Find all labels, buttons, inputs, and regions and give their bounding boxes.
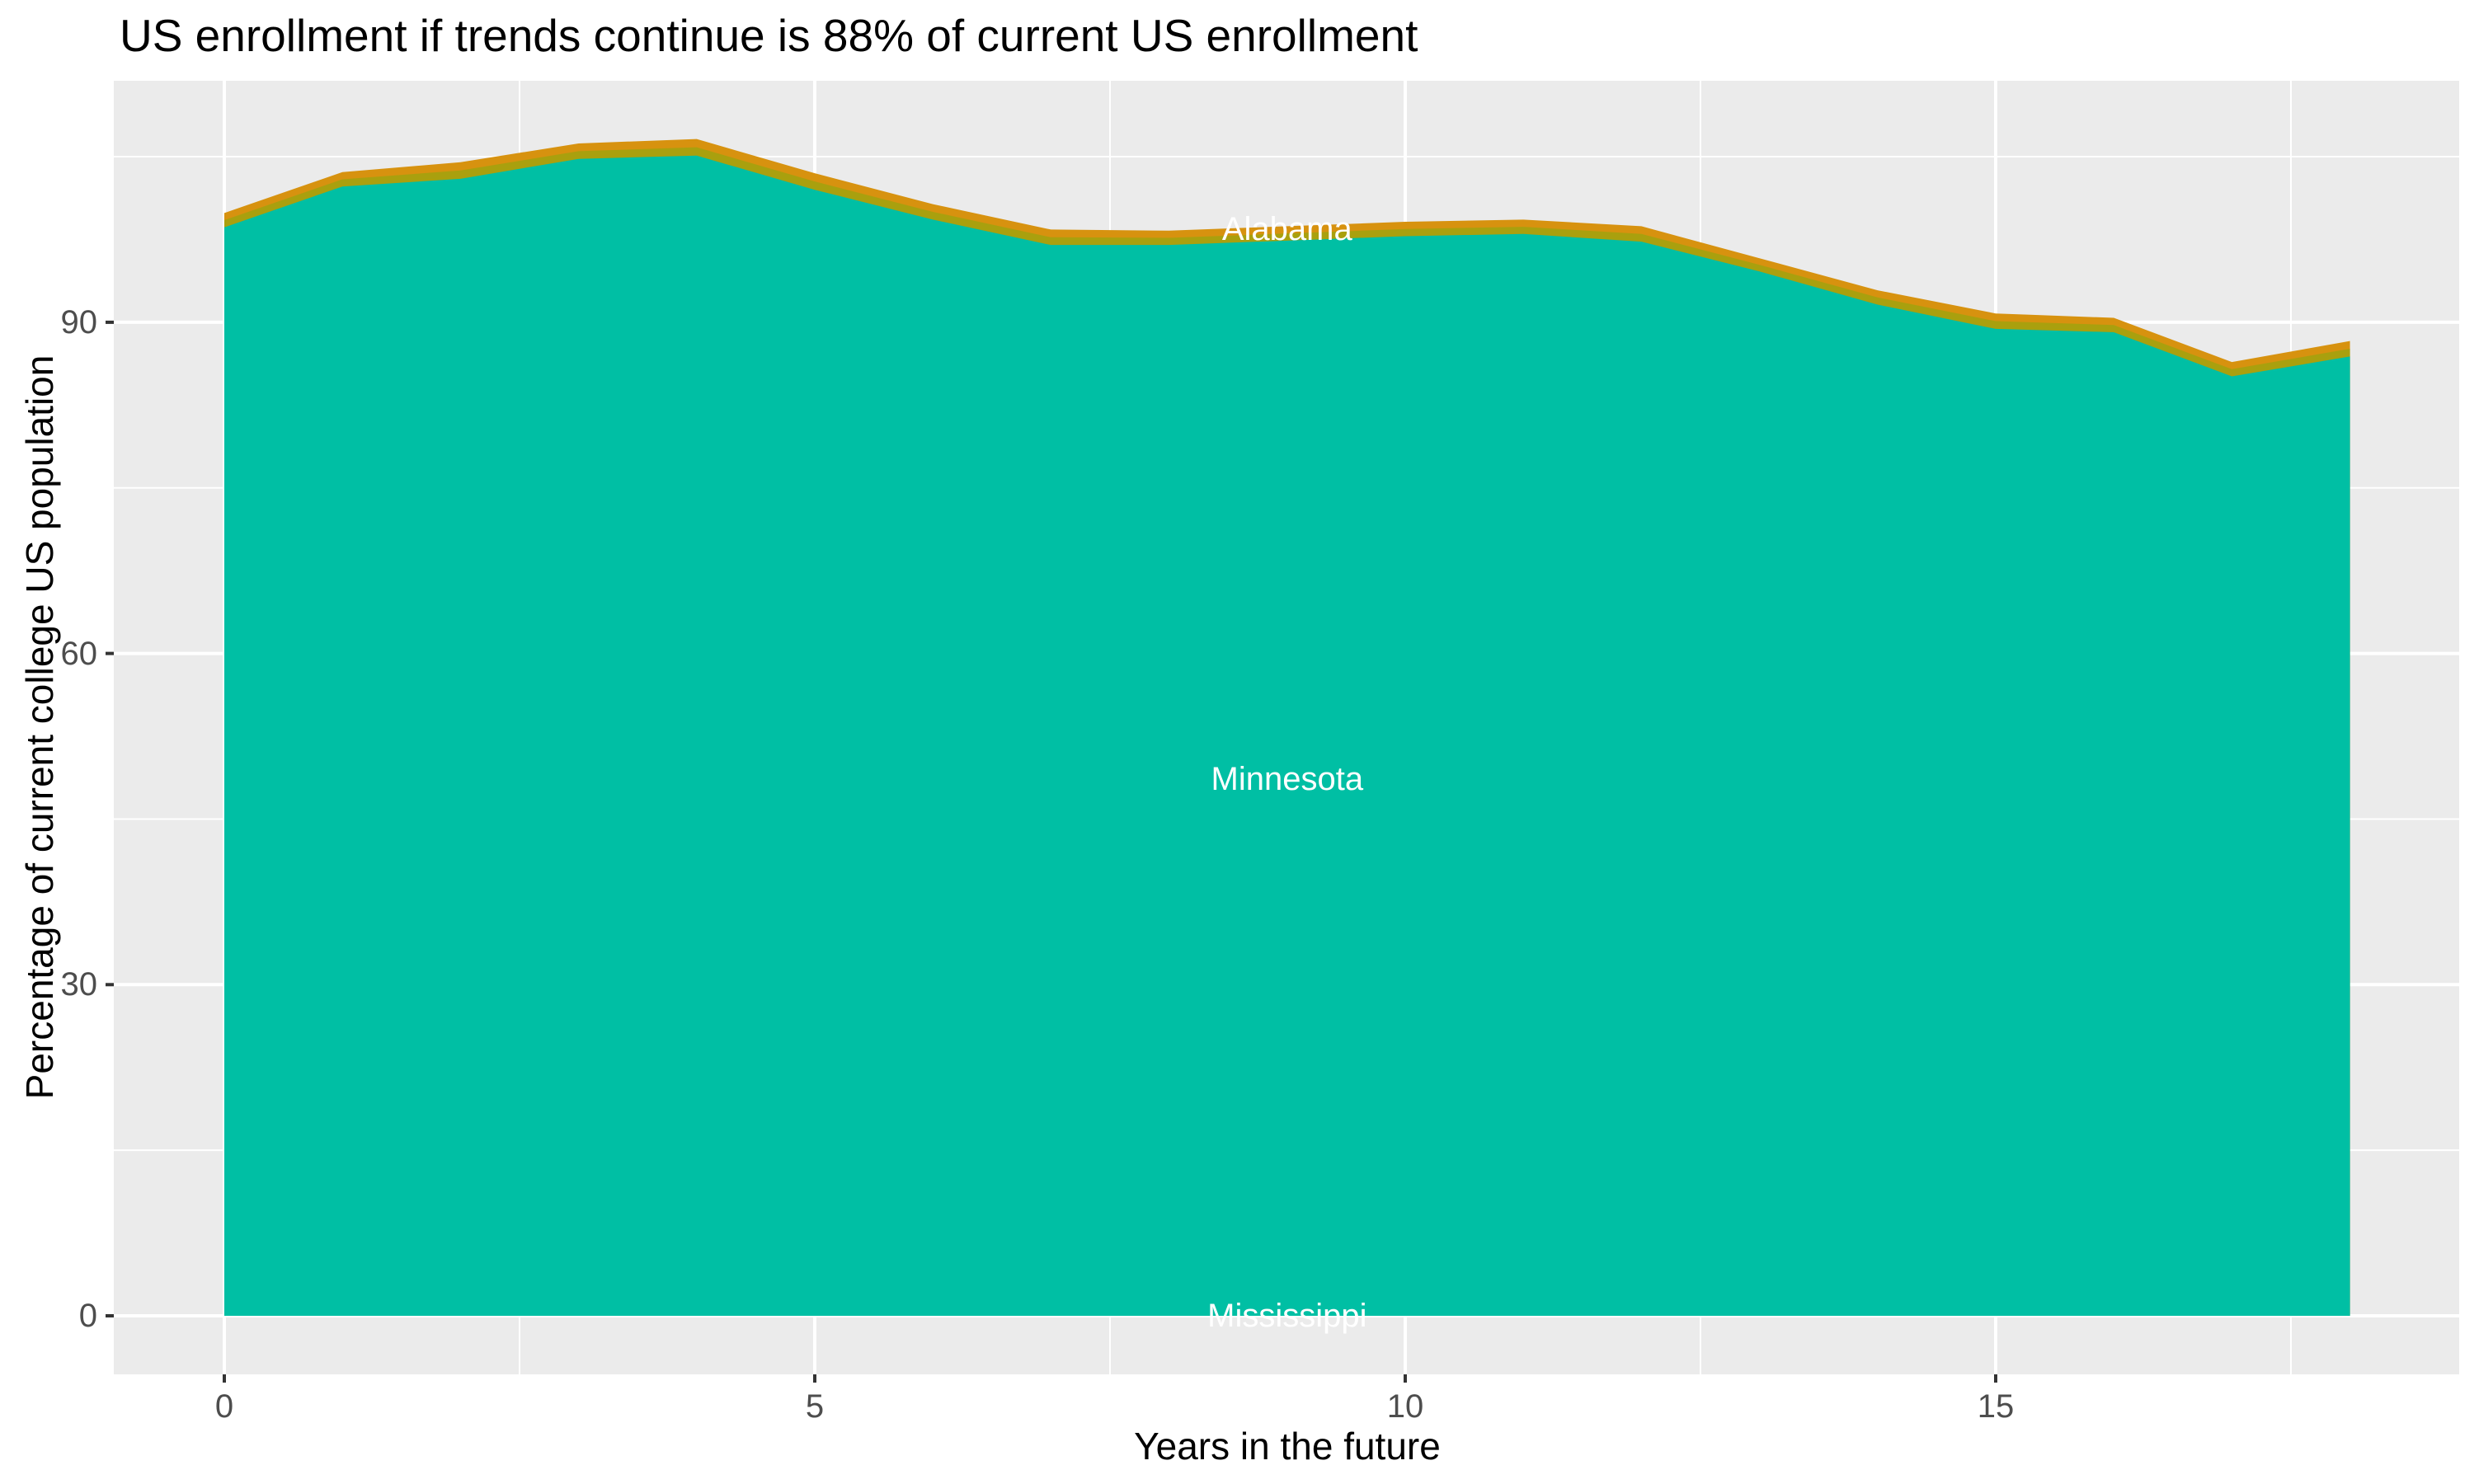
chart-title: US enrollment if trends continue is 88% … (120, 10, 1418, 61)
y-axis-title: Percentage of current college US populat… (18, 355, 61, 1100)
y-tick-label: 60 (60, 635, 98, 672)
y-tick-label: 30 (60, 966, 98, 1003)
area-minnesota (224, 155, 2350, 1317)
series-label-mississippi: Mississippi (1207, 1298, 1367, 1334)
y-tick-label: 0 (78, 1298, 97, 1334)
series-label-alabama: Alabama (1221, 211, 1352, 248)
x-tick-label: 5 (805, 1388, 825, 1425)
x-tick-label: 10 (1386, 1388, 1424, 1425)
x-tick-label: 0 (214, 1388, 234, 1425)
x-axis-title: Years in the future (1134, 1425, 1441, 1468)
x-tick-label: 15 (1977, 1388, 2015, 1425)
y-tick-label: 90 (60, 303, 98, 340)
series-label-minnesota: Minnesota (1211, 761, 1364, 798)
